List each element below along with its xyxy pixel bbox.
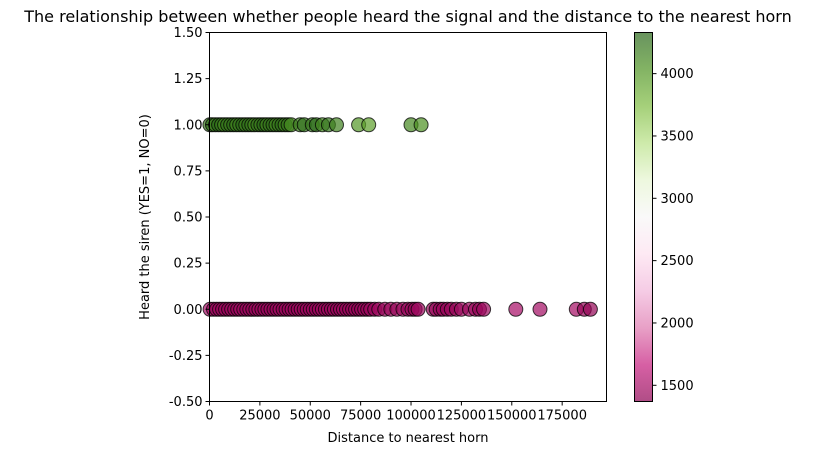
x-tick-label: 75000 [340,409,381,424]
y-tick-label: -0.25 [169,349,203,364]
y-tick-label: 0.50 [174,211,203,226]
y-tick-label: -0.50 [169,395,203,410]
y-tick-label: 0.00 [174,303,203,318]
chart-title: The relationship between whether people … [23,7,791,26]
x-tick-label: 150000 [487,409,537,424]
colorbar-tick-label: 2500 [661,254,694,269]
point-not-heard [532,301,548,317]
point-not-heard [582,301,598,317]
colorbar-tick-label: 3000 [661,192,694,207]
x-tick-label: 25000 [239,409,280,424]
point-not-heard [476,301,492,317]
x-tick-label: 50000 [290,409,331,424]
y-axis: -0.50 -0.25 0.00 0.25 0.50 0.75 1.00 1.25 1.50 [169,26,210,410]
x-tick-label: 100000 [386,409,436,424]
y-tick-label: 1.25 [174,72,203,87]
colorbar-tick-label: 1500 [661,379,694,394]
y-tick-label: 0.25 [174,257,203,272]
y-tick-label: 1.00 [174,118,203,133]
point-heard [329,117,344,133]
colorbar-tick-label: 3500 [661,129,694,144]
y-axis-label: Heard the siren (YES=1, NO=0) [138,114,153,320]
point-heard [361,117,377,133]
x-tick-label: 175000 [537,409,587,424]
x-tick-label: 125000 [437,409,487,424]
colorbar-axis: 1500 2000 2500 3000 3500 4000 [652,67,694,394]
x-tick-label: 0 [205,409,213,424]
y-tick-label: 0.75 [174,164,203,179]
point-heard [413,117,429,133]
points-layer [202,117,598,317]
x-axis: 0 25000 50000 75000 100000 125000 150000 175000 [205,401,587,424]
colorbar-tick-label: 4000 [661,67,694,82]
colorbar-tick-label: 2000 [661,316,694,331]
colorbar [634,32,652,402]
point-not-heard [410,301,426,317]
x-axis-label: Distance to nearest horn [328,431,489,446]
y-tick-label: 1.50 [174,26,203,41]
point-not-heard [508,301,524,317]
plot-frame [209,32,607,402]
colorbar-frame [634,32,653,402]
